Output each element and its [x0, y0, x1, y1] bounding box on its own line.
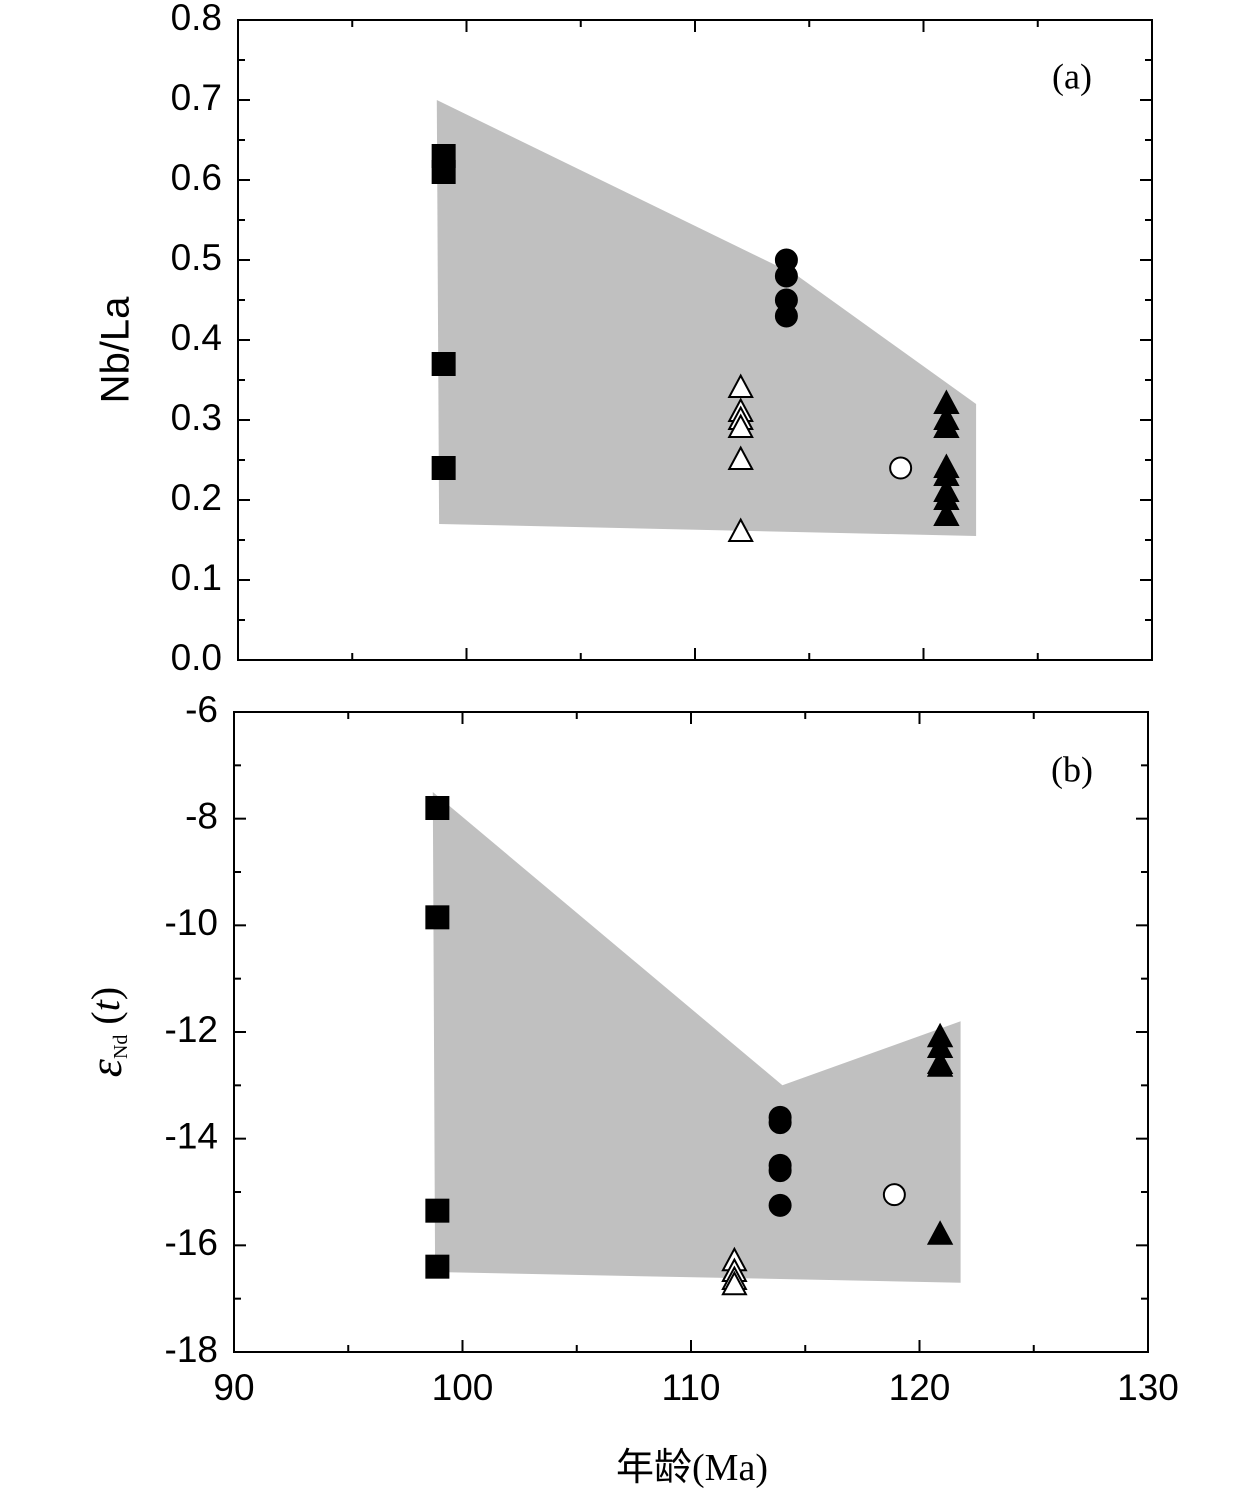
panel-a-shaded-region	[436, 100, 977, 536]
panel-a-point-filled-circle	[774, 264, 798, 288]
panel-a-point-open-triangle	[727, 445, 754, 470]
panel-a-ytick-label: 0.5	[171, 237, 222, 278]
panel-a-point-filled-square	[431, 160, 456, 184]
panel-a-point-filled-circle	[774, 304, 798, 328]
panel-b-ylabel: εNd (t)	[80, 987, 132, 1077]
panel-a-ytick-label: 0.2	[171, 477, 222, 518]
panel-a-ytick-label: 0.0	[171, 637, 222, 678]
panel-b-ytick-label: -16	[165, 1222, 218, 1263]
panel-a-label: (a)	[1052, 56, 1092, 96]
panel-b-point-open-circle	[882, 1183, 906, 1207]
panel-b-label: (b)	[1051, 749, 1093, 789]
panel-b-point-filled-triangle	[926, 1220, 954, 1245]
panel-b-xtick-label: 110	[662, 1367, 721, 1408]
panel-b-point-filled-circle	[768, 1193, 792, 1217]
panel-a-ytick-label: 0.6	[171, 157, 222, 198]
x-axis-title: 年龄(Ma)	[616, 1447, 768, 1489]
panel-a-point-open-circle	[889, 456, 913, 480]
panel-b-xtick-label: 130	[1117, 1367, 1179, 1408]
panel-a-ylabel: Nb/La	[94, 296, 138, 403]
panel-a-point-filled-triangle	[933, 501, 960, 526]
panel-b-ytick-label: -14	[165, 1115, 218, 1156]
panel-a: 0.0 0.1 0.2 0.3 0.4 0.5 0.6 0.7 0.8 (a)	[171, 0, 1153, 678]
panel-a-point-filled-square	[431, 456, 456, 480]
panel-b-ytick-label: -18	[165, 1329, 218, 1370]
panel-b-xtick-label: 90	[213, 1367, 254, 1408]
panel-a-point-filled-triangle	[933, 413, 960, 438]
panel-a-point-filled-square	[431, 352, 456, 376]
panel-b-point-filled-square	[425, 905, 450, 930]
panel-a-point-open-triangle	[727, 413, 754, 438]
panel-b-xtick-label: 120	[889, 1367, 951, 1408]
panel-b-point-filled-square	[425, 1198, 450, 1223]
panel-b-ytick-label: -8	[185, 795, 218, 836]
panel-b-point-filled-triangle	[926, 1052, 954, 1077]
svg-text:εNd (t): εNd (t)	[80, 987, 132, 1077]
panel-b-point-filled-circle	[768, 1111, 792, 1135]
panel-b: -18 -16 -14 -12 -10 -8 -6 90 100 110 120 130 (b)	[165, 689, 1179, 1408]
panel-a-point-open-triangle	[727, 517, 754, 542]
panel-b-point-filled-square	[425, 796, 450, 820]
panel-a-ytick-label: 0.8	[171, 0, 222, 38]
panel-a-point-open-triangle	[727, 373, 754, 398]
panel-a-ytick-label: 0.3	[171, 397, 222, 438]
panel-b-xtick-label: 100	[432, 1367, 494, 1408]
panel-a-ytick-label: 0.4	[171, 317, 222, 358]
panel-b-ytick-label: -12	[165, 1009, 218, 1050]
panel-b-shaded-region	[432, 792, 961, 1283]
panel-b-point-open-triangle	[721, 1270, 748, 1296]
panel-b-point-filled-circle	[768, 1159, 792, 1183]
panel-b-ytick-label: -10	[165, 902, 218, 943]
panel-b-point-filled-square	[425, 1254, 450, 1279]
panel-b-ytick-label: -6	[185, 689, 218, 730]
panel-a-ytick-label: 0.1	[171, 557, 222, 598]
panel-a-ytick-label: 0.7	[171, 77, 222, 118]
